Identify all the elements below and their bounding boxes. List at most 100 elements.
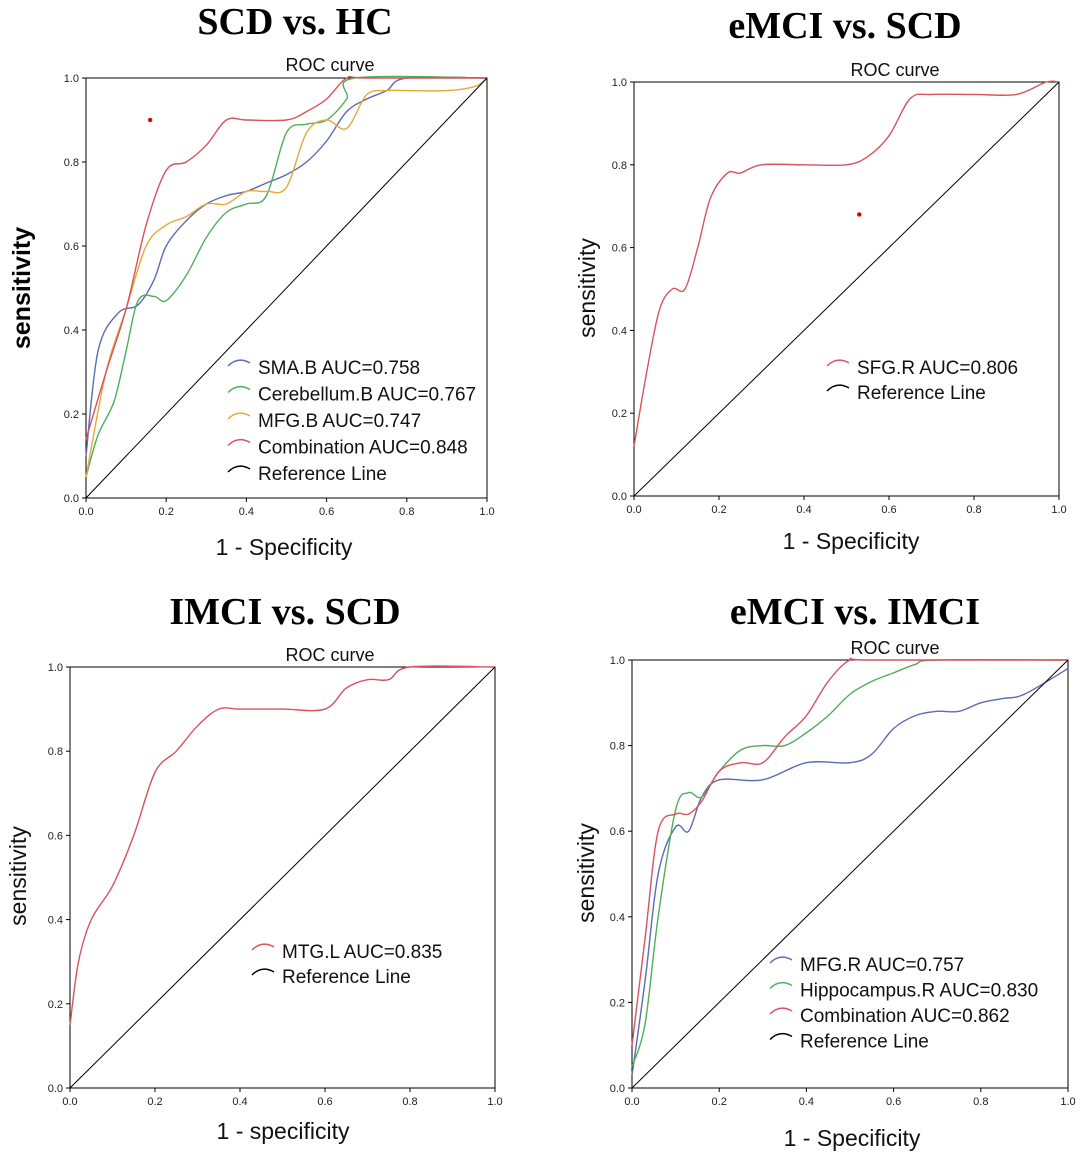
y-tick-label: 0.2 <box>612 408 627 420</box>
x-axis-label: 1 - specificity <box>217 1118 350 1144</box>
y-tick-label: 0.0 <box>612 491 627 503</box>
y-tick-label: 0.4 <box>48 915 63 927</box>
y-tick-label: 0.0 <box>64 493 79 505</box>
reference-line <box>69 666 496 1089</box>
reference-line <box>631 659 1069 1089</box>
y-tick-label: 0.0 <box>48 1083 63 1095</box>
legend-swatch <box>227 385 251 394</box>
x-tick-label: 0.0 <box>78 506 93 518</box>
legend-label: Cerebellum.B AUC=0.767 <box>258 385 476 406</box>
y-tick-label: 0.8 <box>64 157 79 169</box>
y-tick-label: 1.0 <box>64 73 79 85</box>
roc-series-line-1 <box>631 658 1069 1067</box>
y-tick-label: 0.0 <box>610 1083 625 1095</box>
legend-label: Reference Line <box>258 464 387 485</box>
legend-swatch <box>251 968 275 976</box>
legend-label: Reference Line <box>282 967 411 988</box>
x-tick-label: 0.6 <box>886 1096 901 1108</box>
y-tick-label: 1.0 <box>48 662 63 674</box>
x-tick-label: 0.2 <box>159 506 174 518</box>
y-tick-label: 0.6 <box>610 826 625 838</box>
roc-panel-3: 0.0 0.2 0.4 0.6 0.8 1.0 0.0 0.2 0.4 0.6 0.8 1.0 ROC … <box>573 638 1076 1151</box>
roc-panel-1: 0.0 0.2 0.4 0.6 0.8 1.0 0.0 0.2 0.4 0.6 0.8 1.0 ROC … <box>574 60 1067 554</box>
legend-swatch <box>769 956 793 964</box>
x-tick-label: 0.0 <box>62 1096 77 1108</box>
y-tick-label: 0.2 <box>64 409 79 421</box>
x-tick-label: 0.0 <box>626 504 641 516</box>
x-tick-label: 0.4 <box>799 1096 814 1108</box>
legend-swatch <box>227 412 251 420</box>
y-tick-label: 0.6 <box>612 243 627 255</box>
x-tick-label: 0.8 <box>399 506 414 518</box>
x-tick-label: 0.2 <box>147 1096 162 1108</box>
chart-subtitle: ROC curve <box>285 645 374 665</box>
chart-subtitle: ROC curve <box>850 638 939 658</box>
legend-label: Combination AUC=0.862 <box>800 1006 1010 1027</box>
y-axis-label: sensitivity <box>573 823 599 923</box>
x-tick-label: 0.2 <box>711 504 726 516</box>
x-tick-label: 0.8 <box>966 504 981 516</box>
y-tick-label: 0.6 <box>64 241 79 253</box>
roc-series-line-0 <box>633 80 1060 447</box>
reference-line <box>633 81 1060 497</box>
legend-label: MTG.L AUC=0.835 <box>282 942 442 963</box>
y-tick-label: 0.2 <box>610 997 625 1009</box>
annotation-dot <box>857 212 862 217</box>
y-axis-label: sensitivity <box>8 227 36 349</box>
y-tick-label: 1.0 <box>612 77 627 89</box>
panel-title-emci-vs-scd: eMCI vs. SCD <box>728 5 962 47</box>
y-axis-label: sensitivity <box>5 826 31 926</box>
y-tick-label: 0.4 <box>64 325 79 337</box>
chart-subtitle: ROC curve <box>850 60 939 80</box>
roc-panel-2: 0.0 0.2 0.4 0.6 0.8 1.0 0.0 0.2 0.4 0.6 0.8 1.0 ROC … <box>5 645 503 1144</box>
legend-swatch <box>826 384 850 392</box>
legend-label: Reference Line <box>800 1032 929 1053</box>
panel-title-imci-vs-scd: IMCI vs. SCD <box>169 591 401 633</box>
x-tick-label: 1.0 <box>1051 504 1066 516</box>
x-axis-label: 1 - Specificity <box>784 1125 921 1151</box>
annotation-dot <box>147 117 153 123</box>
y-axis-label: sensitivity <box>574 238 600 338</box>
roc-series-line-3 <box>85 75 487 440</box>
x-tick-label: 0.4 <box>232 1096 247 1108</box>
legend-label: Reference Line <box>857 383 986 404</box>
y-tick-label: 0.8 <box>612 160 627 172</box>
y-tick-label: 1.0 <box>610 655 625 667</box>
panel-title-scd-vs-hc: SCD vs. HC <box>197 1 393 43</box>
legend-label: Hippocampus.R AUC=0.830 <box>800 981 1038 1002</box>
x-tick-label: 1.0 <box>487 1096 502 1108</box>
legend-label: MFG.R AUC=0.757 <box>800 955 964 976</box>
plot-frame <box>85 77 488 499</box>
roc-series-line-0 <box>631 667 1069 1076</box>
roc-series-line-2 <box>631 657 1068 1046</box>
legend-swatch <box>769 981 793 990</box>
reference-line <box>85 77 488 499</box>
legend-swatch <box>769 1007 793 1015</box>
x-tick-label: 1.0 <box>1060 1096 1075 1108</box>
legend-swatch <box>826 359 850 367</box>
y-tick-label: 0.4 <box>612 325 627 337</box>
legend-label: Combination AUC=0.848 <box>258 438 468 459</box>
x-tick-label: 0.6 <box>881 504 896 516</box>
x-tick-label: 0.4 <box>796 504 811 516</box>
x-tick-label: 0.4 <box>239 506 254 518</box>
roc-series-line-2 <box>85 77 488 478</box>
x-tick-label: 0.2 <box>712 1096 727 1108</box>
plot-frame <box>69 666 496 1089</box>
legend-swatch <box>227 359 251 367</box>
y-tick-label: 0.8 <box>610 741 625 753</box>
y-tick-label: 0.6 <box>48 830 63 842</box>
x-tick-label: 0.0 <box>624 1096 639 1108</box>
roc-panel-0: 0.0 0.2 0.4 0.6 0.8 1.0 0.0 0.2 0.4 0.6 0.8 1.0 ROC … <box>8 55 495 560</box>
legend-label: SMA.B AUC=0.758 <box>258 358 420 379</box>
y-tick-label: 0.4 <box>610 912 625 924</box>
roc-series-line-0 <box>69 665 496 1025</box>
legend-label: MFG.B AUC=0.747 <box>258 411 421 432</box>
legend-swatch <box>251 943 275 951</box>
legend-label: SFG.R AUC=0.806 <box>857 358 1018 379</box>
x-tick-label: 0.6 <box>319 506 334 518</box>
panel-title-emci-vs-imci: eMCI vs. IMCI <box>729 591 981 633</box>
legend-swatch <box>227 438 251 447</box>
roc-series-line-1 <box>85 75 488 478</box>
